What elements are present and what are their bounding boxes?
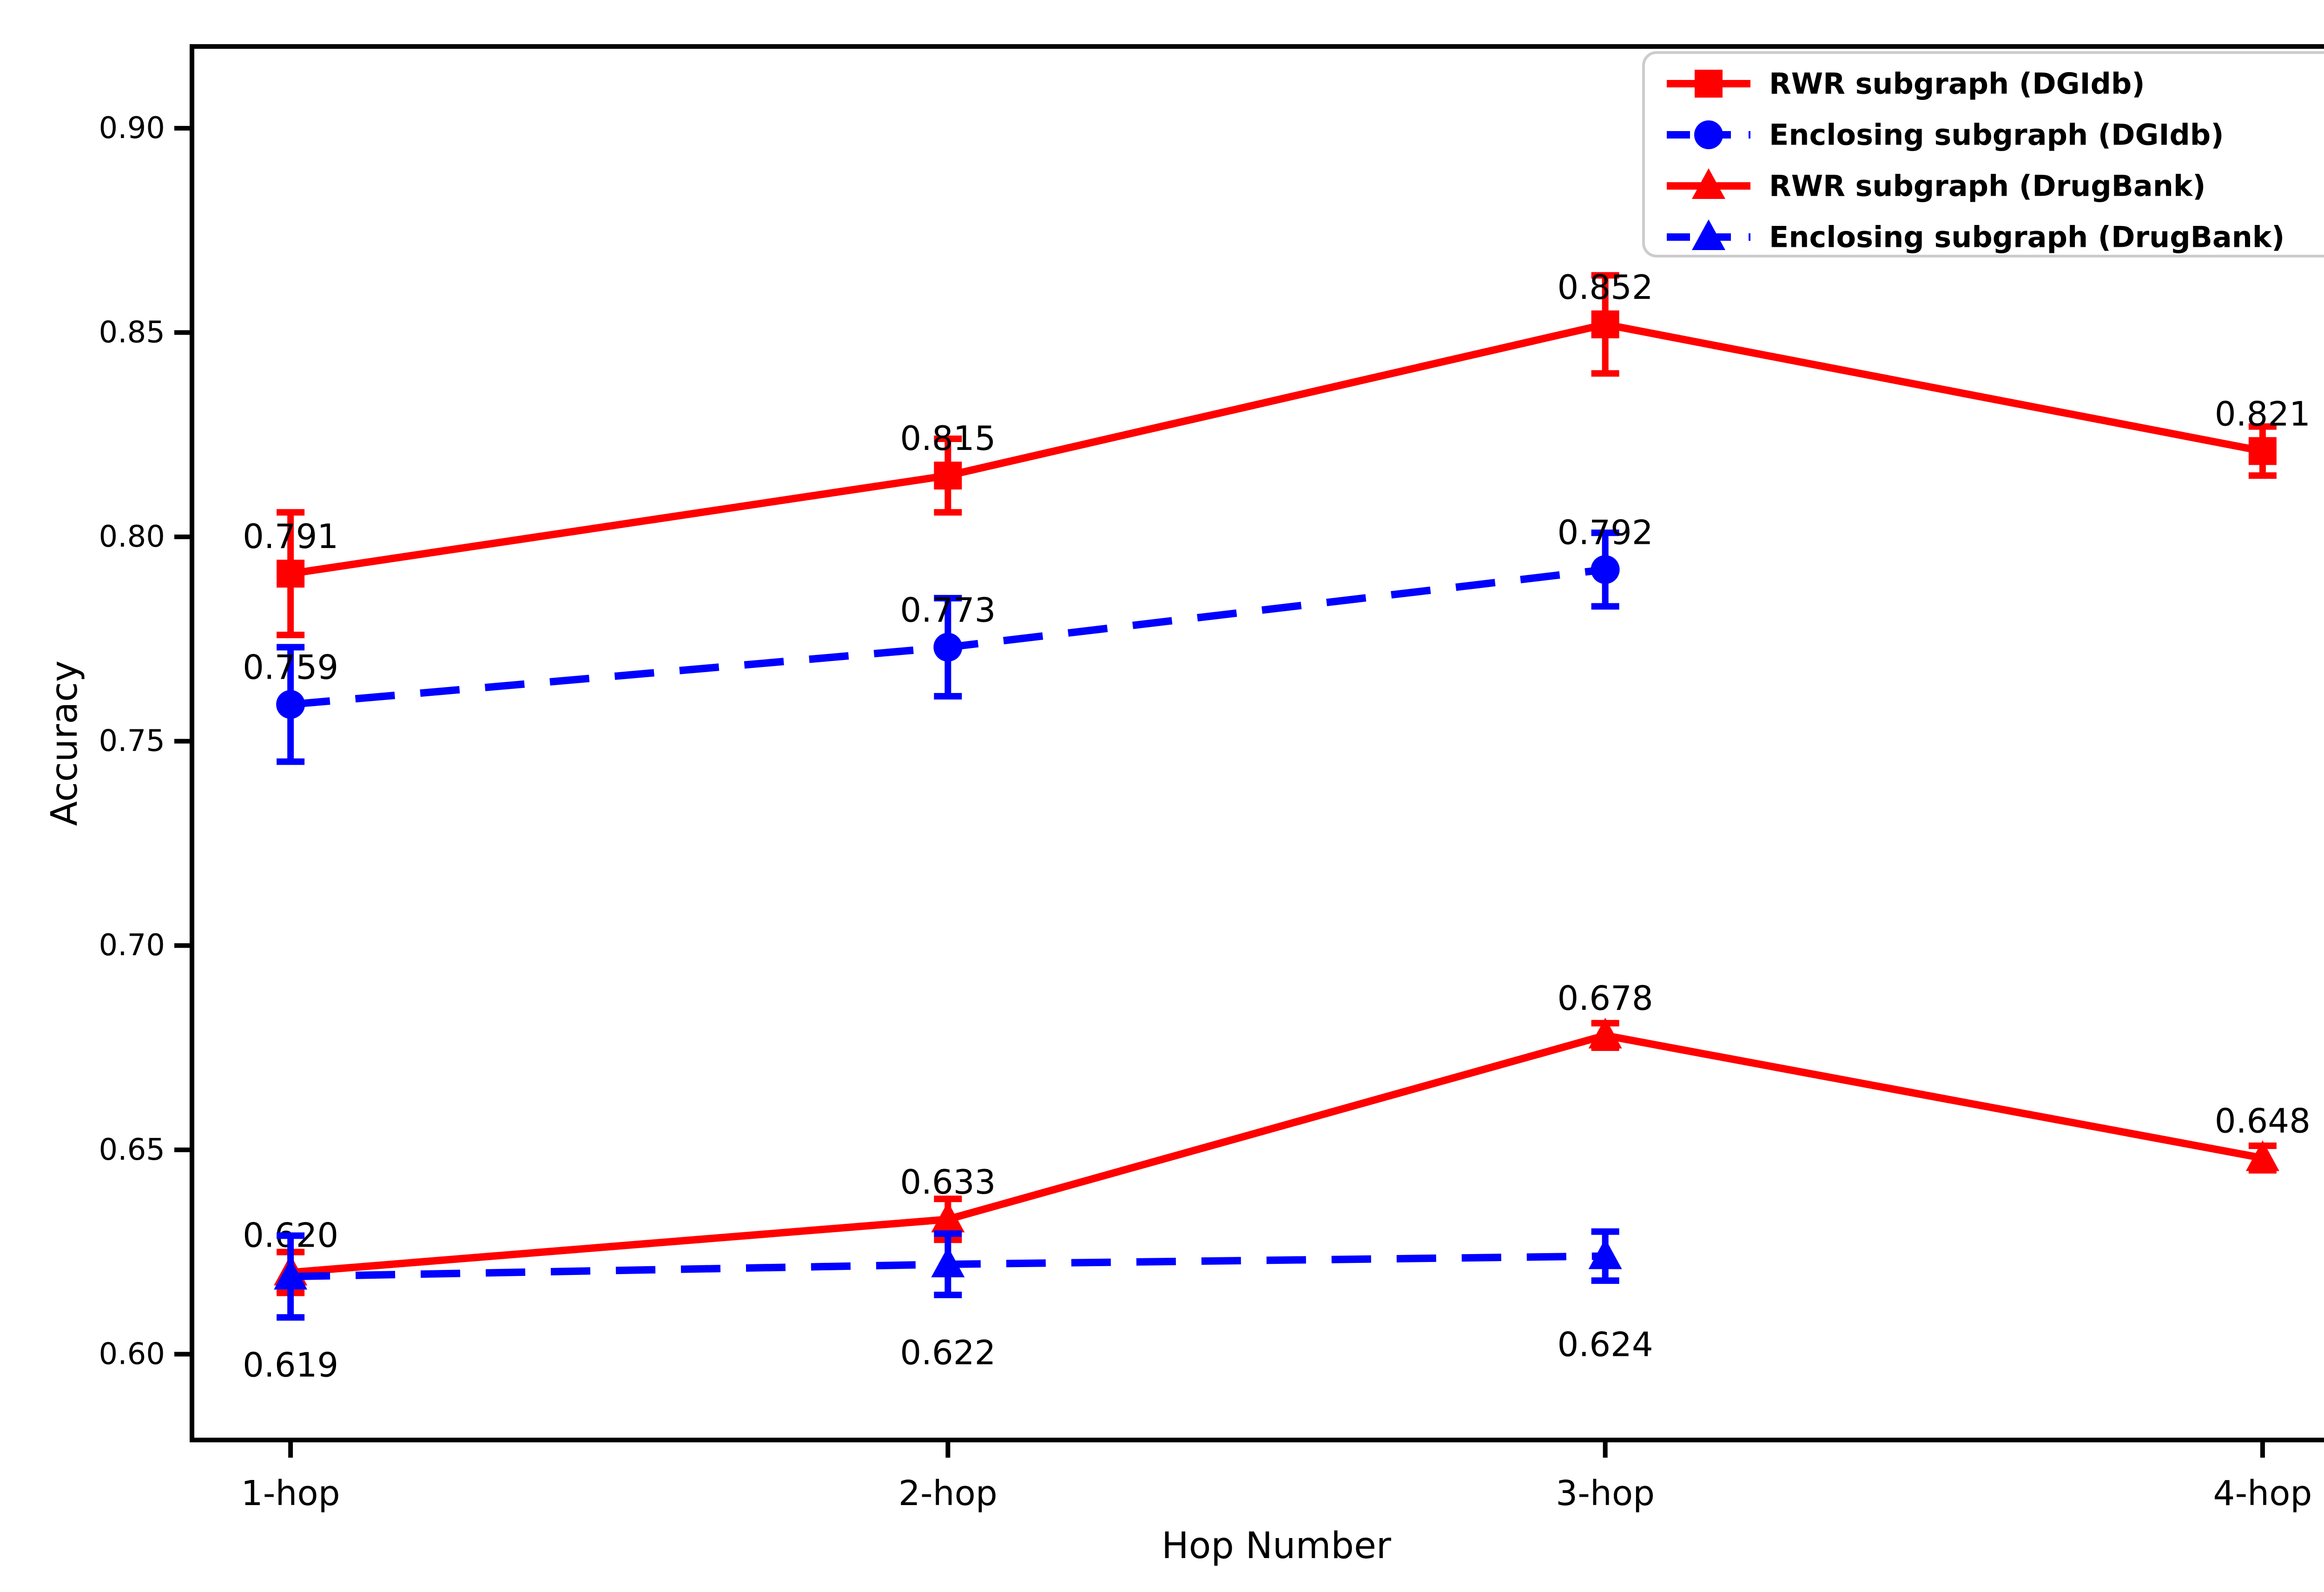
data-point-marker [934, 462, 962, 490]
data-point-marker [1591, 310, 1619, 338]
y-tick-label: 0.90 [99, 111, 165, 145]
x-tick-label: 4-hop [2213, 1473, 2312, 1513]
data-point-marker [276, 690, 305, 719]
point-value-label: 0.619 [243, 1345, 338, 1384]
y-tick-label: 0.60 [99, 1337, 165, 1371]
point-value-label: 0.648 [2215, 1101, 2311, 1140]
legend-triangle-marker [1692, 168, 1725, 199]
x-tick-label: 1-hop [241, 1473, 340, 1513]
legend-label: Enclosing subgraph (DrugBank) [1769, 220, 2284, 254]
legend-label: Enclosing subgraph (DGIdb) [1769, 118, 2224, 152]
legend-item: RWR subgraph (DrugBank) [1667, 168, 2205, 203]
data-point-marker [2245, 1140, 2279, 1171]
point-value-label: 0.791 [243, 517, 338, 556]
legend-item: RWR subgraph (DGIdb) [1667, 67, 2145, 101]
y-axis-title: Accuracy [44, 661, 86, 826]
point-value-label: 0.624 [1558, 1325, 1653, 1364]
series-enclosing-subgraph-drugbank: 0.619 0.622 0.624 [243, 1228, 1653, 1384]
data-point-marker [931, 1246, 965, 1277]
y-tick-label: 0.80 [99, 520, 165, 554]
data-point-marker [274, 1259, 308, 1290]
point-value-label: 0.821 [2215, 394, 2311, 433]
legend-item: Enclosing subgraph (DGIdb) [1667, 118, 2224, 152]
y-tick-label: 0.65 [99, 1133, 165, 1167]
data-point-marker [1591, 555, 1620, 584]
point-value-label: 0.678 [1558, 979, 1653, 1018]
point-value-label: 0.773 [900, 590, 996, 629]
series-rwr-subgraph-dgidb: 0.791 0.815 0.852 0.821 [243, 268, 2311, 639]
chart-generated-content: 0.60 0.65 0.70 0.75 0.80 0.85 0.90 1-hop 2-hop 3-… [99, 44, 2324, 1513]
x-tick-label: 2-hop [898, 1473, 997, 1513]
x-tick-label: 3-hop [1556, 1473, 1655, 1513]
point-value-label: 0.633 [900, 1163, 996, 1202]
data-point-marker [1588, 1238, 1622, 1269]
point-value-label: 0.759 [243, 647, 338, 687]
legend-label: RWR subgraph (DrugBank) [1769, 169, 2205, 203]
legend-triangle-marker [1692, 219, 1725, 250]
series-line [290, 1031, 2264, 1276]
y-tick-label: 0.70 [99, 928, 165, 963]
data-point-marker [931, 1202, 965, 1233]
data-point-marker [2248, 437, 2277, 465]
legend-item: Enclosing subgraph (DrugBank) [1667, 219, 2284, 254]
data-point-marker [1588, 1017, 1622, 1049]
data-point-marker [277, 560, 305, 588]
y-tick-label: 0.75 [99, 724, 165, 759]
legend-box [1642, 51, 2324, 258]
legend-circle-marker [1694, 120, 1723, 149]
y-tick-label: 0.85 [99, 315, 165, 350]
point-value-label: 0.622 [900, 1333, 996, 1372]
point-value-label: 0.815 [900, 419, 996, 458]
series-line [290, 320, 2264, 578]
series-enclosing-subgraph-dgidb: 0.759 0.773 0.792 [243, 513, 1653, 765]
point-value-label: 0.792 [1558, 513, 1653, 552]
point-value-label: 0.852 [1558, 268, 1653, 307]
x-axis-title: Hop Number [1162, 1525, 1392, 1567]
data-point-marker [933, 633, 963, 662]
legend-square-marker [1695, 70, 1723, 98]
legend-label: RWR subgraph (DGIdb) [1769, 67, 2145, 101]
